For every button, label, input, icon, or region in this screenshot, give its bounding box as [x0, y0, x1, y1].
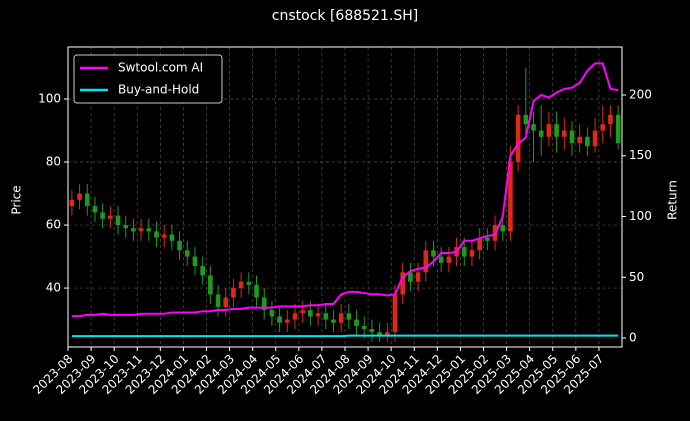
candle-body: [485, 237, 490, 241]
legend-box: [73, 54, 223, 104]
y2-tick-label: 0: [629, 331, 637, 345]
candle-body: [585, 136, 590, 147]
candle-body: [523, 114, 529, 125]
candle-body: [469, 250, 475, 257]
candle-body: [338, 313, 344, 323]
candle-body: [215, 294, 221, 307]
candle-body: [261, 297, 267, 311]
series-line: [71, 62, 619, 318]
candle-body: [446, 256, 452, 263]
candle-body: [400, 272, 406, 295]
candle-body: [515, 114, 521, 163]
candle-body: [361, 325, 367, 330]
candle-body: [331, 319, 336, 323]
candle-body: [500, 225, 506, 232]
candle-body: [177, 240, 182, 251]
candle-body: [423, 250, 429, 273]
legend-label: Buy-and-Hold: [118, 83, 199, 97]
candle-body: [577, 136, 582, 144]
candle-body: [438, 256, 444, 263]
candle-body: [184, 250, 190, 257]
candle-body: [161, 234, 167, 238]
candle-body: [115, 215, 121, 226]
candle-body: [608, 114, 613, 125]
y-tick-label: 80: [46, 155, 61, 169]
y-axis-label: Price: [10, 185, 24, 214]
candle-body: [292, 313, 298, 320]
candle-body: [354, 319, 359, 326]
candle-body: [269, 310, 275, 317]
candle-body: [408, 272, 413, 282]
candle-body: [508, 162, 513, 232]
candle-body: [615, 114, 621, 144]
candle-body: [108, 215, 113, 219]
plot-frame: [67, 46, 623, 348]
candle-body: [300, 310, 305, 314]
candle-body: [231, 288, 236, 298]
candle-body: [369, 329, 375, 333]
candle-body: [554, 124, 559, 137]
candle-body: [84, 193, 90, 207]
y2-tick-label: 100: [629, 209, 652, 223]
candle-body: [69, 199, 75, 207]
candle-body: [323, 313, 329, 320]
candle-body: [431, 250, 436, 257]
legend-label: Swtool.com AI: [118, 61, 203, 75]
y-tick-label: 60: [46, 218, 61, 232]
candle-body: [284, 319, 290, 323]
candle-body: [223, 297, 229, 307]
y2-tick-label: 200: [629, 87, 652, 101]
candle-body: [461, 247, 467, 257]
candle-body: [131, 228, 136, 232]
y-tick-label: 40: [46, 281, 61, 295]
candle-body: [154, 231, 159, 238]
candle-body: [561, 130, 567, 137]
y2-tick-label: 150: [629, 148, 652, 162]
candle-body: [169, 234, 175, 241]
candle-body: [308, 310, 313, 317]
y2-tick-label: 50: [629, 270, 644, 284]
candle-body: [385, 332, 390, 336]
candle-body: [592, 130, 598, 147]
candle-body: [600, 124, 606, 131]
candle-body: [546, 124, 552, 137]
series-line: [71, 334, 619, 338]
chart-title: cnstock [688521.SH]: [272, 8, 418, 24]
candle-body: [100, 212, 105, 219]
candle-body: [146, 228, 152, 232]
candle-body: [277, 316, 282, 323]
candle-body: [208, 275, 213, 295]
candle-body: [200, 266, 205, 276]
candle-body: [569, 130, 575, 144]
y-tick-label: 100: [38, 91, 61, 105]
candle-body: [531, 124, 536, 131]
candle-body: [123, 225, 129, 229]
candle-body: [254, 284, 259, 298]
candle-body: [192, 256, 198, 267]
candle-body: [477, 237, 482, 251]
candle-body: [415, 272, 421, 282]
candle-body: [238, 281, 244, 289]
candle-body: [392, 294, 398, 333]
candle-body: [92, 206, 98, 213]
y2-axis-label: Return: [666, 180, 680, 220]
candle-body: [538, 130, 544, 137]
candle-body: [346, 313, 352, 320]
candle-body: [377, 332, 382, 336]
candle-body: [138, 228, 144, 232]
candle-body: [315, 313, 321, 317]
candle-body: [77, 193, 82, 200]
candle-body: [246, 281, 252, 285]
